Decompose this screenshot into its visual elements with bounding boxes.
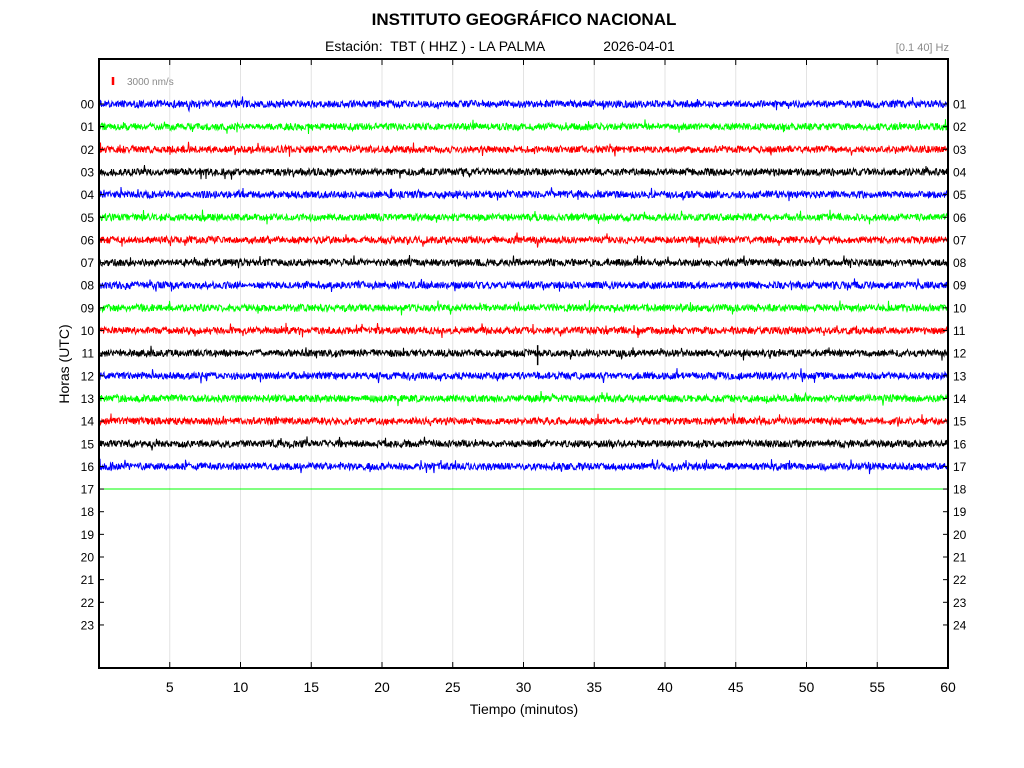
chart-date: 2026-04-01 (603, 38, 675, 54)
y-tick-label-left: 12 (81, 369, 95, 383)
y-tick-label-left: 17 (81, 483, 95, 497)
y-tick-label-right: 19 (953, 505, 967, 519)
y-tick-label-right: 11 (953, 324, 966, 338)
seismic-trace (98, 458, 949, 475)
y-tick-label-left: 00 (81, 98, 95, 112)
y-tick-label-left: 11 (82, 347, 95, 361)
y-tick-label-left: 18 (81, 505, 95, 519)
station-label: Estación: (325, 38, 383, 54)
y-tick-label-right: 07 (953, 233, 967, 247)
y-tick-label-right: 14 (953, 392, 967, 406)
y-tick-label-left: 13 (81, 392, 95, 406)
seismic-trace (98, 96, 949, 113)
y-tick-label-right: 08 (953, 256, 967, 270)
seismic-trace (98, 300, 949, 316)
x-tick-label: 25 (445, 679, 461, 695)
x-tick-label: 60 (940, 679, 956, 695)
seismic-trace (98, 119, 949, 134)
x-tick-label: 5 (166, 679, 174, 695)
x-tick-label: 30 (516, 679, 532, 695)
label-layer: 5 10 15 20 25 30 35 40 45 50 55 60 00 01 02 03 04 05 06 07 0… (81, 98, 967, 696)
y-axis-label: Horas (UTC) (56, 324, 72, 403)
y-tick-label-left: 20 (81, 551, 95, 565)
y-tick-label-left: 19 (81, 528, 95, 542)
y-tick-label-left: 21 (81, 573, 95, 587)
y-tick-label-left: 22 (81, 596, 95, 610)
trace-layer (98, 96, 949, 490)
y-tick-label-right: 10 (953, 301, 967, 315)
y-tick-label-right: 01 (953, 98, 967, 112)
y-tick-label-left: 09 (81, 301, 95, 315)
seismic-trace (98, 232, 949, 248)
y-tick-label-left: 02 (81, 143, 95, 157)
seismic-trace (98, 390, 949, 407)
x-axis-label: Tiempo (minutos) (470, 701, 578, 717)
y-tick-label-right: 22 (953, 573, 967, 587)
y-tick-label-right: 04 (953, 165, 967, 179)
x-tick-label: 50 (799, 679, 815, 695)
y-tick-label-right: 15 (953, 415, 967, 429)
scale-bar-label: 3000 nm/s (127, 77, 174, 88)
y-tick-label-left: 14 (81, 415, 95, 429)
seismic-trace (98, 164, 949, 180)
seismic-trace (98, 436, 949, 451)
y-tick-label-right: 20 (953, 528, 967, 542)
y-tick-label-right: 18 (953, 483, 967, 497)
y-tick-label-right: 09 (953, 279, 967, 293)
seismic-trace (98, 345, 949, 361)
y-tick-label-right: 13 (953, 369, 967, 383)
y-tick-label-left: 16 (81, 460, 95, 474)
seismic-trace (98, 413, 949, 427)
y-tick-label-left: 01 (81, 120, 95, 134)
y-tick-label-right: 24 (953, 618, 967, 632)
grid-layer (169, 59, 878, 668)
x-tick-label: 40 (657, 679, 673, 695)
tick-layer (99, 59, 949, 668)
seismic-trace (98, 368, 949, 384)
seismic-trace (98, 186, 949, 202)
y-tick-label-left: 03 (81, 165, 95, 179)
seismic-trace (98, 255, 949, 269)
x-tick-label: 10 (233, 679, 249, 695)
scale-bar: 3000 nm/s (111, 77, 174, 88)
seismic-trace (98, 322, 949, 339)
seismic-trace (98, 209, 949, 225)
y-tick-label-left: 10 (81, 324, 95, 338)
seismic-trace (98, 278, 949, 293)
x-tick-label: 45 (728, 679, 744, 695)
y-tick-label-right: 03 (953, 143, 967, 157)
y-tick-label-left: 06 (81, 233, 95, 247)
y-tick-label-right: 17 (953, 460, 967, 474)
y-tick-label-left: 08 (81, 279, 95, 293)
filter-band: [0.1 40] Hz (895, 42, 949, 54)
y-tick-label-left: 15 (81, 437, 95, 451)
y-tick-label-left: 23 (81, 618, 95, 632)
y-tick-label-left: 07 (81, 256, 95, 270)
y-tick-label-right: 23 (953, 596, 967, 610)
x-tick-label: 35 (586, 679, 602, 695)
x-tick-label: 20 (374, 679, 390, 695)
y-tick-label-right: 02 (953, 120, 967, 134)
x-tick-label: 15 (303, 679, 319, 695)
station-value: TBT ( HHZ ) - LA PALMA (390, 38, 546, 54)
y-tick-label-left: 04 (81, 188, 95, 202)
y-tick-label-right: 21 (953, 551, 967, 565)
y-tick-label-right: 16 (953, 437, 967, 451)
y-tick-label-right: 06 (953, 211, 967, 225)
seismic-trace (98, 141, 949, 157)
chart-title: INSTITUTO GEOGRÁFICO NACIONAL (371, 10, 677, 29)
x-tick-label: 55 (869, 679, 885, 695)
y-tick-label-left: 05 (81, 211, 95, 225)
y-tick-label-right: 05 (953, 188, 967, 202)
chart-subtitle: Estación: TBT ( HHZ ) - LA PALMA 2026-04-… (325, 38, 675, 54)
y-tick-label-right: 12 (953, 347, 967, 361)
